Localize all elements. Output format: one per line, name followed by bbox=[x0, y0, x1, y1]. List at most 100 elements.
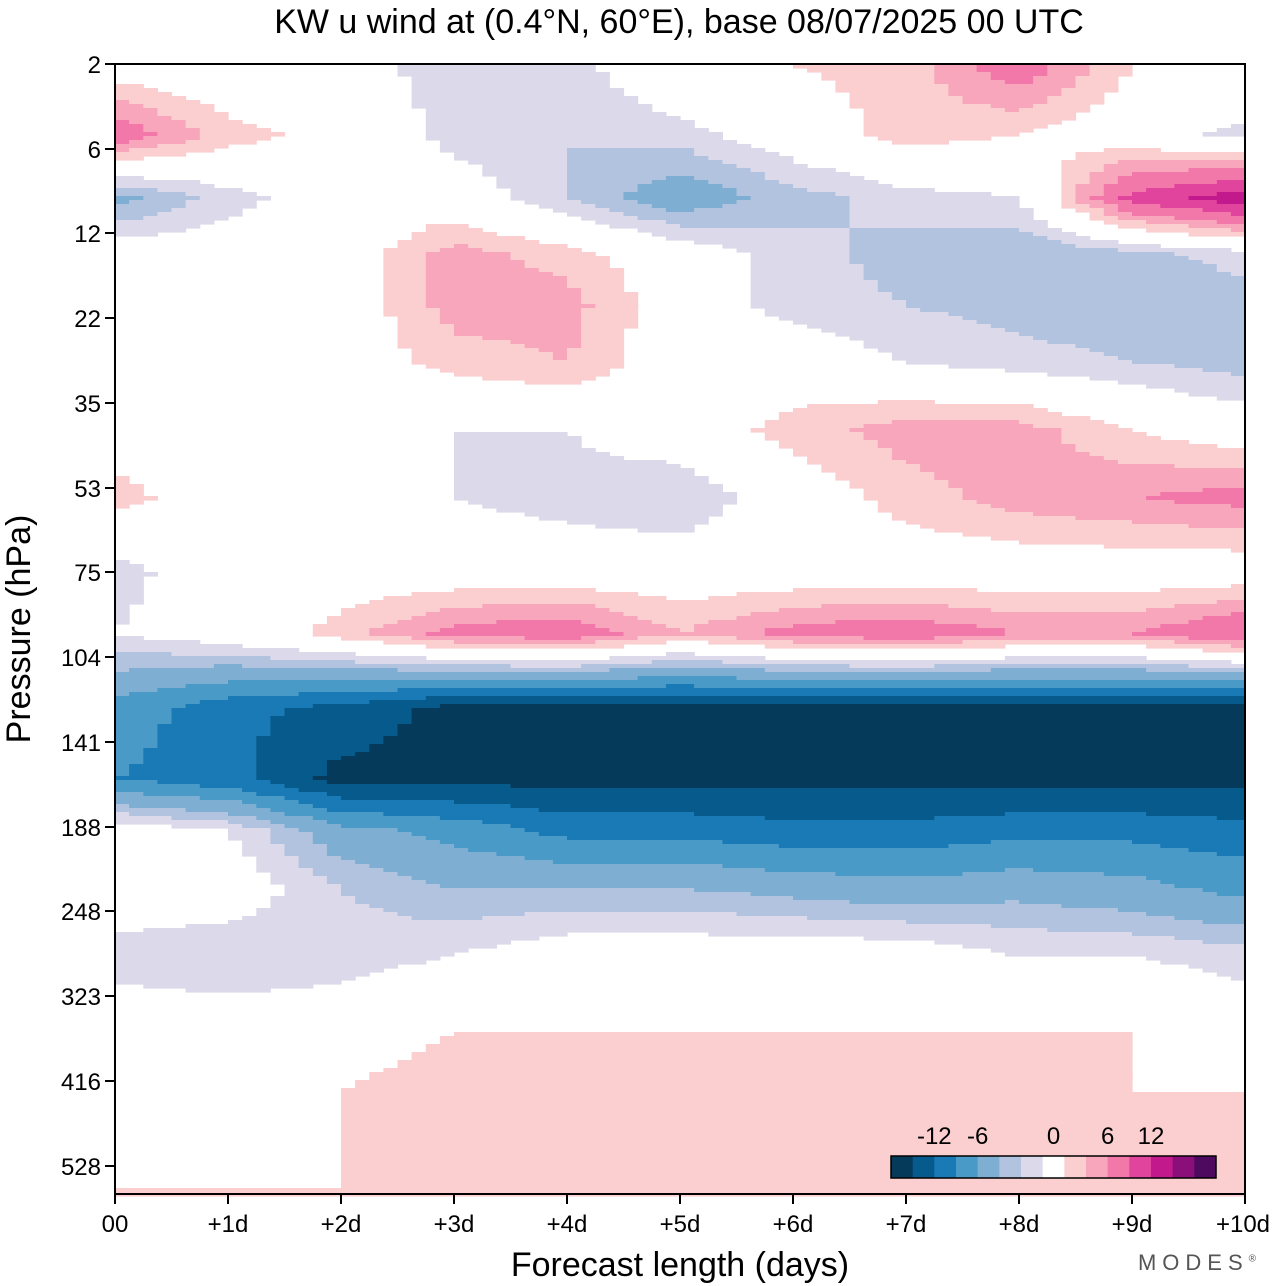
heatmap-cell bbox=[115, 148, 130, 153]
heatmap-cell bbox=[326, 852, 497, 857]
heatmap-cell bbox=[567, 348, 625, 353]
y-tick-label: 416 bbox=[61, 1069, 101, 1096]
heatmap-cell bbox=[115, 668, 130, 673]
heatmap-cell bbox=[807, 460, 907, 465]
heatmap-cell bbox=[849, 232, 1034, 237]
heatmap-cell bbox=[708, 932, 1133, 937]
heatmap-cell bbox=[694, 888, 1204, 893]
heatmap-cell bbox=[454, 244, 469, 249]
heatmap-cell bbox=[425, 364, 625, 369]
heatmap-cell bbox=[1103, 212, 1133, 217]
chart-title: KW u wind at (0.4°N, 60°E), base 08/07/2… bbox=[274, 3, 1084, 41]
x-axis-label: Forecast length (days) bbox=[511, 1246, 849, 1284]
heatmap-cell bbox=[849, 260, 1204, 265]
colorbar-swatch bbox=[891, 1156, 914, 1178]
heatmap-cell bbox=[369, 748, 1246, 753]
heatmap-cell bbox=[270, 876, 328, 881]
heatmap-cell bbox=[538, 204, 596, 209]
heatmap-cell bbox=[835, 192, 992, 197]
heatmap-cell bbox=[242, 916, 413, 921]
heatmap-cell bbox=[764, 312, 949, 317]
heatmap-cell bbox=[115, 496, 158, 501]
heatmap-cell bbox=[326, 848, 469, 853]
heatmap-cell bbox=[891, 452, 1091, 457]
heatmap-cell bbox=[694, 240, 851, 245]
heatmap-cell bbox=[1033, 512, 1246, 517]
heatmap-cell bbox=[1202, 208, 1246, 213]
heatmap-cell bbox=[270, 656, 427, 661]
heatmap-cell bbox=[228, 812, 286, 817]
heatmap-cell bbox=[171, 652, 356, 657]
heatmap-cell bbox=[171, 816, 257, 821]
heatmap-cell bbox=[567, 156, 709, 161]
heatmap-cell bbox=[411, 100, 639, 105]
heatmap-cell bbox=[764, 420, 893, 425]
heatmap-cell bbox=[1160, 204, 1246, 209]
heatmap-cell bbox=[1075, 76, 1119, 81]
heatmap-cell bbox=[581, 308, 639, 313]
heatmap-cell bbox=[439, 1036, 1133, 1041]
heatmap-cell bbox=[454, 432, 568, 437]
heatmap-cell bbox=[143, 136, 201, 141]
heatmap-cell bbox=[228, 696, 427, 701]
y-tick-label: 35 bbox=[74, 391, 101, 418]
heatmap-cell bbox=[821, 328, 1006, 333]
heatmap-cell bbox=[411, 616, 639, 621]
heatmap-cell bbox=[665, 624, 695, 629]
heatmap-cell bbox=[623, 192, 738, 197]
heatmap-cell bbox=[1160, 960, 1246, 965]
heatmap-cell bbox=[1160, 624, 1246, 629]
heatmap-cell bbox=[567, 164, 738, 169]
heatmap-cell bbox=[298, 692, 1246, 697]
heatmap-cell bbox=[312, 776, 1246, 781]
heatmap-cell bbox=[129, 764, 257, 769]
heatmap-cell bbox=[722, 244, 851, 249]
heatmap-cell bbox=[397, 324, 455, 329]
heatmap-cell bbox=[863, 432, 1062, 437]
heatmap-cell bbox=[228, 920, 907, 925]
heatmap-cell bbox=[411, 636, 526, 641]
heatmap-cell bbox=[807, 404, 1034, 409]
heatmap-cell bbox=[1174, 388, 1246, 393]
heatmap-cell bbox=[948, 92, 1062, 97]
heatmap-cell bbox=[1004, 508, 1246, 513]
heatmap-cell bbox=[567, 836, 1246, 841]
heatmap-cell bbox=[115, 208, 173, 213]
heatmap-cell bbox=[115, 776, 257, 781]
heatmap-cell bbox=[454, 484, 723, 489]
heatmap-cell bbox=[199, 796, 286, 801]
heatmap-cell bbox=[948, 484, 1246, 489]
heatmap-cell bbox=[651, 204, 723, 209]
heatmap-cell bbox=[115, 584, 144, 589]
heatmap-cell bbox=[341, 608, 441, 613]
heatmap-cell bbox=[157, 688, 399, 693]
heatmap-cell bbox=[256, 776, 314, 781]
heatmap-cell bbox=[807, 916, 1175, 921]
heatmap-cell bbox=[256, 864, 300, 869]
heatmap-cell bbox=[1075, 516, 1246, 521]
heatmap-cell bbox=[1146, 812, 1246, 817]
heatmap-cell bbox=[1089, 204, 1119, 209]
heatmap-cell bbox=[411, 832, 540, 837]
heatmap-cell bbox=[623, 212, 851, 217]
heatmap-cell bbox=[425, 272, 554, 277]
heatmap-cell bbox=[1174, 500, 1246, 505]
heatmap-cell bbox=[567, 352, 625, 357]
heatmap-cell bbox=[750, 892, 1218, 897]
heatmap-cell bbox=[383, 740, 1246, 745]
heatmap-cell bbox=[115, 572, 158, 577]
heatmap-cell bbox=[157, 740, 257, 745]
heatmap-cell bbox=[1202, 648, 1246, 653]
colorbar-tick-label: -12 bbox=[917, 1123, 952, 1150]
heatmap-cell bbox=[397, 332, 455, 337]
heatmap-cell bbox=[157, 188, 243, 193]
heatmap-cell bbox=[115, 760, 144, 765]
heatmap-cell bbox=[849, 208, 1034, 213]
heatmap-cell bbox=[115, 596, 144, 601]
heatmap-cell bbox=[411, 356, 554, 361]
heatmap-cell bbox=[341, 756, 1246, 761]
heatmap-cell bbox=[1033, 336, 1246, 341]
heatmap-cell bbox=[764, 644, 1006, 649]
heatmap-cell bbox=[115, 800, 243, 805]
heatmap-cell bbox=[369, 744, 1246, 749]
